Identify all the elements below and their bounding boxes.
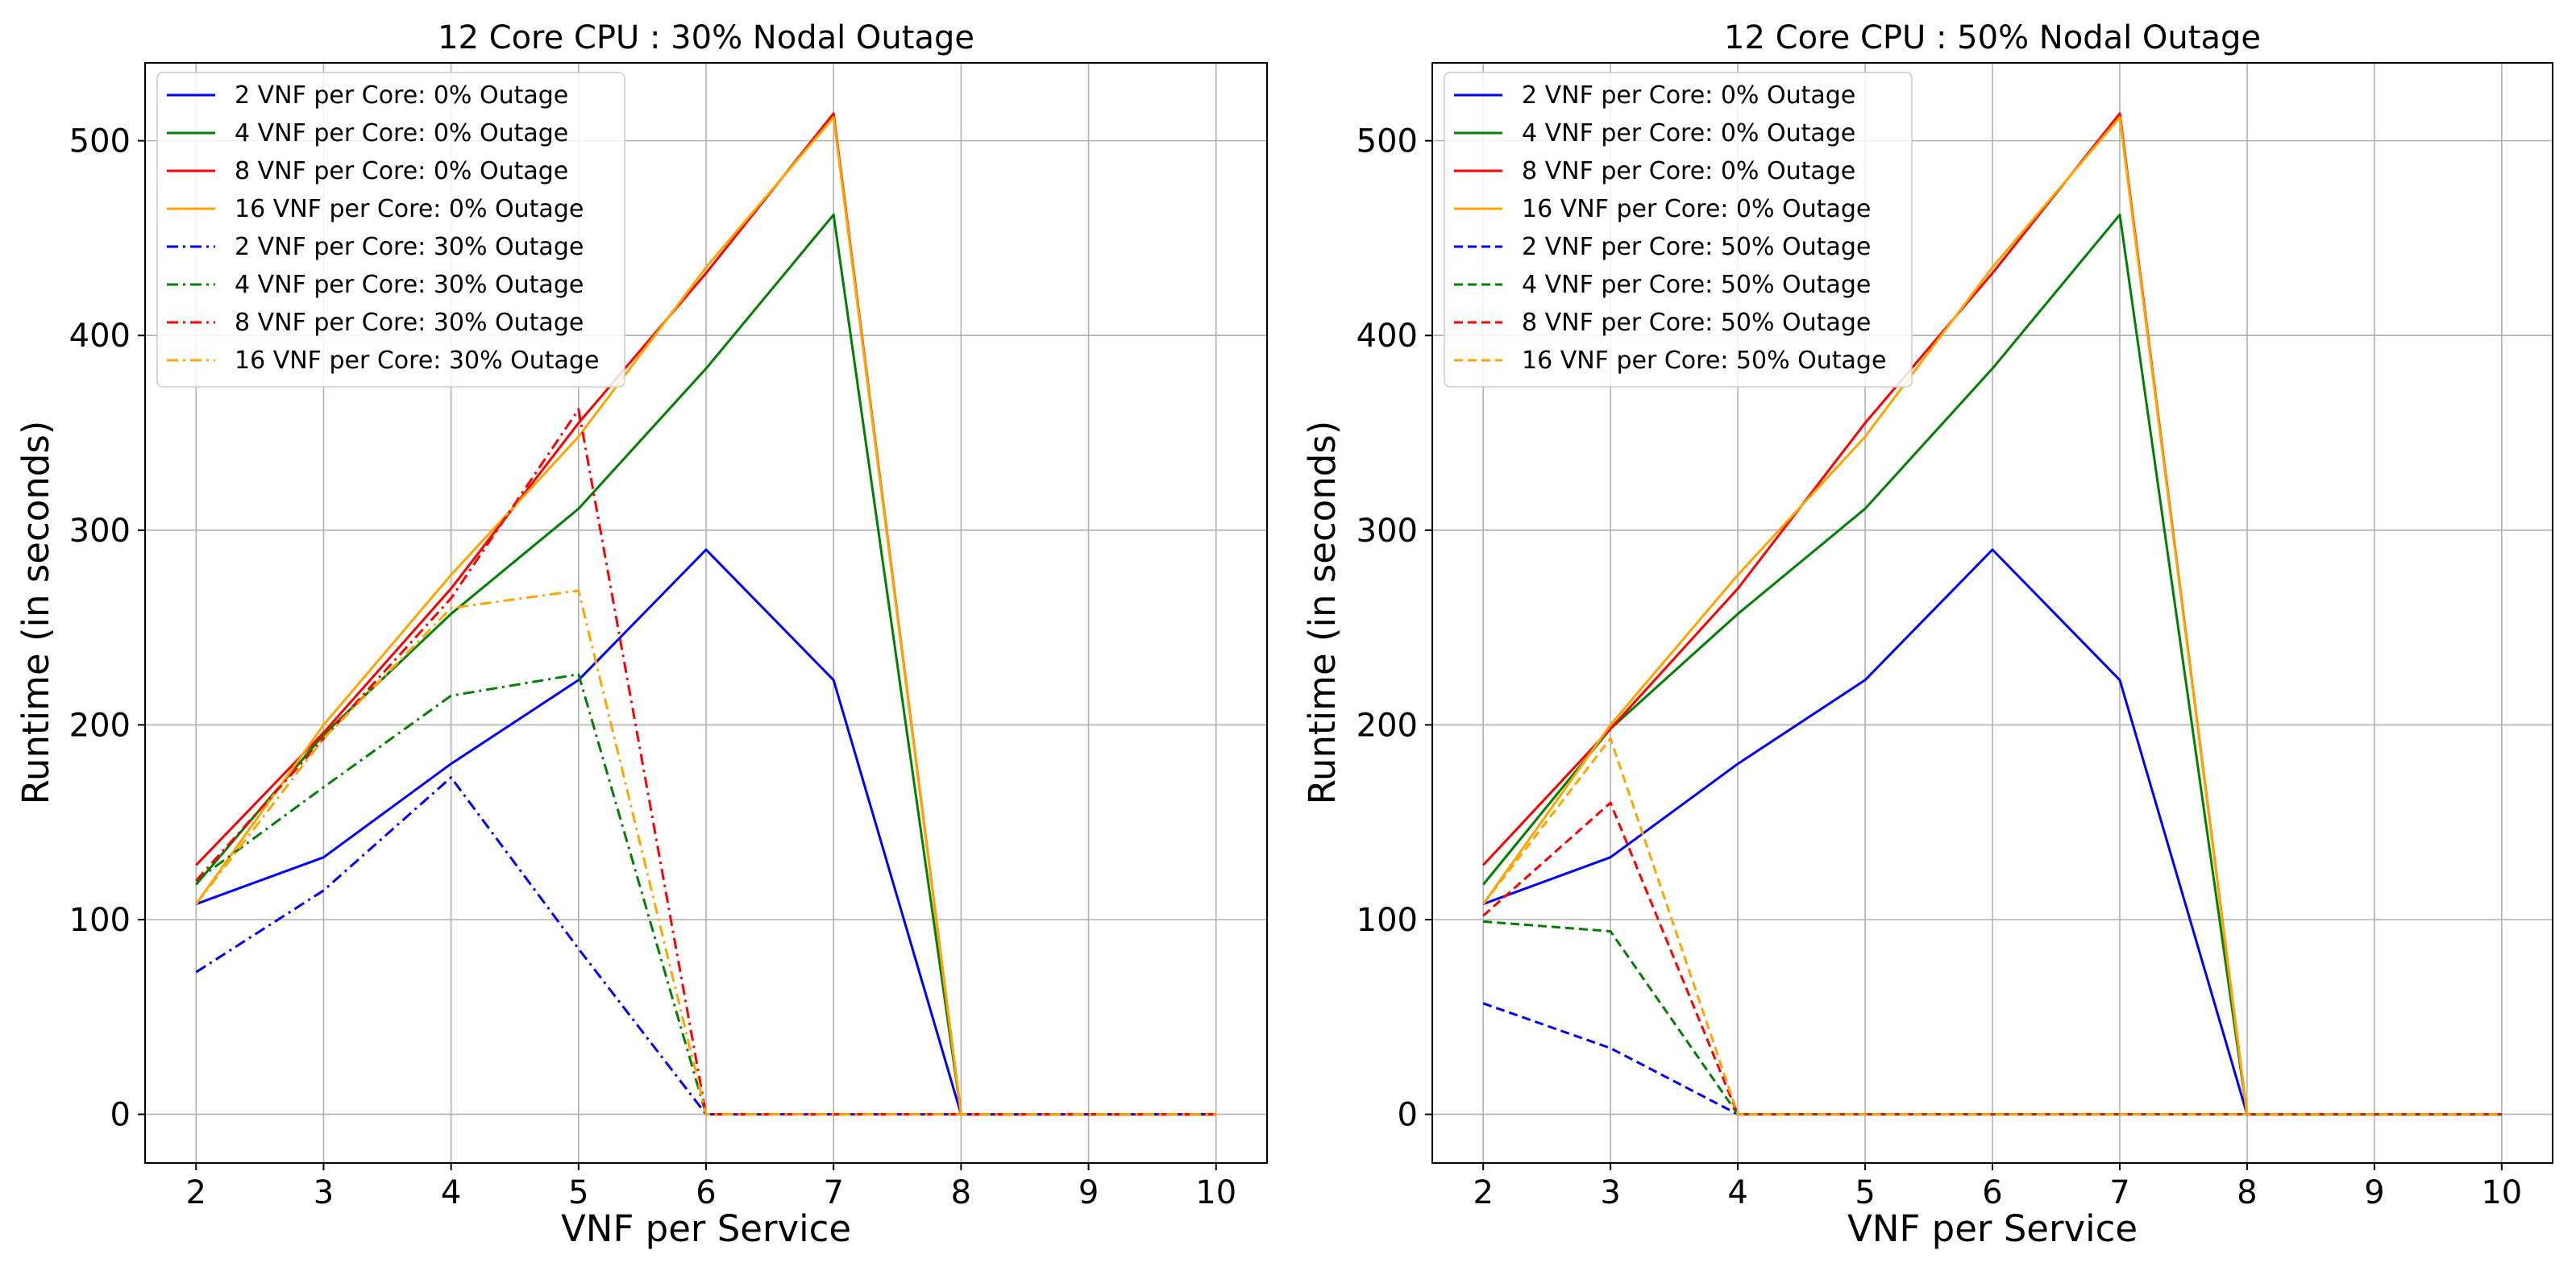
chart-title: 12 Core CPU : 50% Nodal Outage (1724, 19, 2261, 56)
y-tick-label: 500 (69, 123, 131, 160)
y-tick-label: 100 (1357, 902, 1418, 939)
y-tick-label: 300 (1357, 513, 1418, 550)
x-tick-label: 6 (1982, 1174, 2002, 1211)
legend-label: 16 VNF per Core: 0% Outage (235, 195, 584, 223)
x-tick-label: 2 (1473, 1174, 1493, 1211)
y-tick-label: 400 (1357, 318, 1418, 355)
legend: 2 VNF per Core: 0% Outage 4 VNF per Core:… (1444, 72, 1913, 388)
x-tick-label: 10 (2481, 1174, 2522, 1211)
series-lines (1481, 112, 2502, 1116)
chart-panel-50-percent-outage: 12 Core CPU : 50% Nodal Outage VNF per S… (1301, 19, 2553, 1250)
x-tick-label: 3 (1600, 1174, 1620, 1211)
y-axis-label: Runtime (in seconds) (15, 421, 57, 805)
legend-label: 4 VNF per Core: 0% Outage (235, 119, 568, 147)
legend-box (156, 72, 625, 388)
x-tick-label: 5 (568, 1174, 588, 1211)
x-tick-label: 4 (1727, 1174, 1747, 1211)
x-tick-label: 9 (1078, 1174, 1099, 1211)
legend-label: 2 VNF per Core: 50% Outage (1522, 233, 1871, 261)
series-line (195, 589, 1216, 1116)
x-tick-label: 3 (314, 1174, 334, 1211)
x-tick-label: 5 (1855, 1174, 1875, 1211)
legend-box (1444, 72, 1913, 388)
legend-label: 16 VNF per Core: 30% Outage (235, 347, 599, 375)
legend-label: 8 VNF per Core: 0% Outage (235, 157, 568, 185)
legend-label: 8 VNF per Core: 30% Outage (235, 309, 584, 337)
x-tick-label: 7 (2109, 1174, 2129, 1211)
y-tick-label: 100 (69, 902, 131, 939)
x-tick-label: 8 (951, 1174, 971, 1211)
legend-label: 8 VNF per Core: 0% Outage (1522, 157, 1855, 185)
x-axis-label: VNF per Service (1847, 1207, 2138, 1250)
y-tick-label: 400 (69, 318, 131, 355)
y-tick-label: 500 (1357, 123, 1418, 160)
legend-label: 4 VNF per Core: 50% Outage (1522, 271, 1871, 299)
y-tick-label: 200 (1357, 707, 1418, 744)
y-axis-label: Runtime (in seconds) (1301, 421, 1344, 805)
series-line (1482, 1002, 2502, 1116)
legend: 2 VNF per Core: 0% Outage 4 VNF per Core:… (156, 72, 625, 388)
x-tick-label: 10 (1195, 1174, 1236, 1211)
x-axis-label: VNF per Service (561, 1207, 851, 1250)
chart-panel-30-percent-outage: 12 Core CPU : 30% Nodal Outage VNF per S… (15, 19, 1268, 1250)
legend-label: 4 VNF per Core: 30% Outage (235, 271, 584, 299)
legend-label: 4 VNF per Core: 0% Outage (1522, 119, 1855, 147)
x-tick-label: 6 (696, 1174, 716, 1211)
legend-label: 2 VNF per Core: 0% Outage (235, 81, 568, 110)
y-ticks: 0 100 200 300 400 500 (69, 123, 145, 1134)
y-tick-label: 300 (69, 513, 131, 550)
series-lines (195, 112, 1216, 1116)
y-tick-label: 0 (1398, 1097, 1418, 1134)
legend-label: 2 VNF per Core: 30% Outage (235, 233, 584, 261)
legend-label: 8 VNF per Core: 50% Outage (1522, 309, 1871, 337)
chart-title: 12 Core CPU : 30% Nodal Outage (438, 19, 974, 56)
series-line (1482, 737, 2502, 1116)
y-tick-label: 0 (110, 1097, 131, 1134)
legend-label: 2 VNF per Core: 0% Outage (1522, 81, 1855, 110)
x-tick-label: 2 (186, 1174, 206, 1211)
x-tick-label: 7 (823, 1174, 843, 1211)
x-ticks: 2 3 4 5 6 7 8 9 10 (1473, 1163, 2522, 1211)
x-ticks: 2 3 4 5 6 7 8 9 10 (186, 1163, 1236, 1211)
y-ticks: 0 100 200 300 400 500 (1357, 123, 1432, 1134)
y-tick-label: 200 (69, 707, 131, 744)
series-line (195, 408, 1216, 1116)
legend-label: 16 VNF per Core: 50% Outage (1522, 347, 1886, 375)
x-tick-label: 4 (441, 1174, 461, 1211)
x-tick-label: 9 (2364, 1174, 2384, 1211)
x-tick-label: 8 (2237, 1174, 2257, 1211)
legend-label: 16 VNF per Core: 0% Outage (1522, 195, 1871, 223)
